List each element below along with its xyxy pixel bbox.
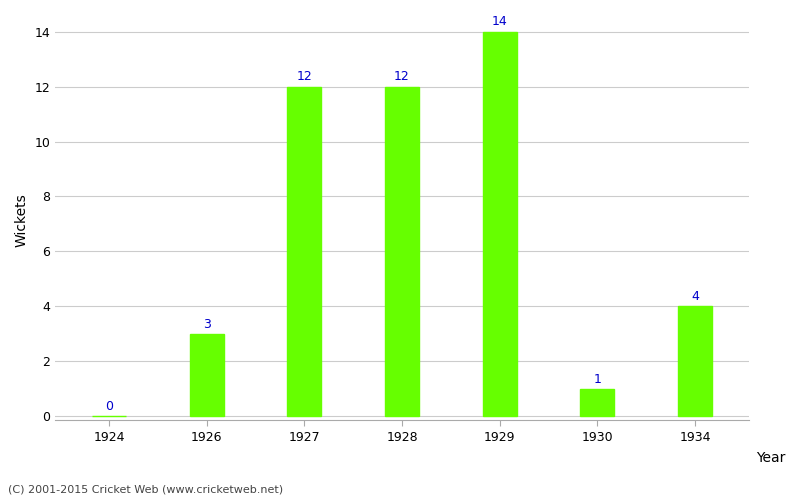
- Bar: [678, 306, 712, 416]
- Bar: [190, 334, 224, 416]
- Text: 1: 1: [594, 372, 602, 386]
- Y-axis label: Wickets: Wickets: [15, 194, 29, 248]
- Text: 14: 14: [492, 16, 507, 28]
- Bar: [482, 32, 517, 416]
- Text: 0: 0: [105, 400, 113, 413]
- Text: 12: 12: [297, 70, 312, 83]
- Bar: [287, 86, 322, 416]
- Bar: [580, 389, 614, 416]
- Text: (C) 2001-2015 Cricket Web (www.cricketweb.net): (C) 2001-2015 Cricket Web (www.cricketwe…: [8, 485, 283, 495]
- Text: 4: 4: [691, 290, 699, 303]
- Bar: [385, 86, 419, 416]
- Text: 3: 3: [202, 318, 210, 330]
- Text: Year: Year: [756, 451, 785, 465]
- Text: 12: 12: [394, 70, 410, 83]
